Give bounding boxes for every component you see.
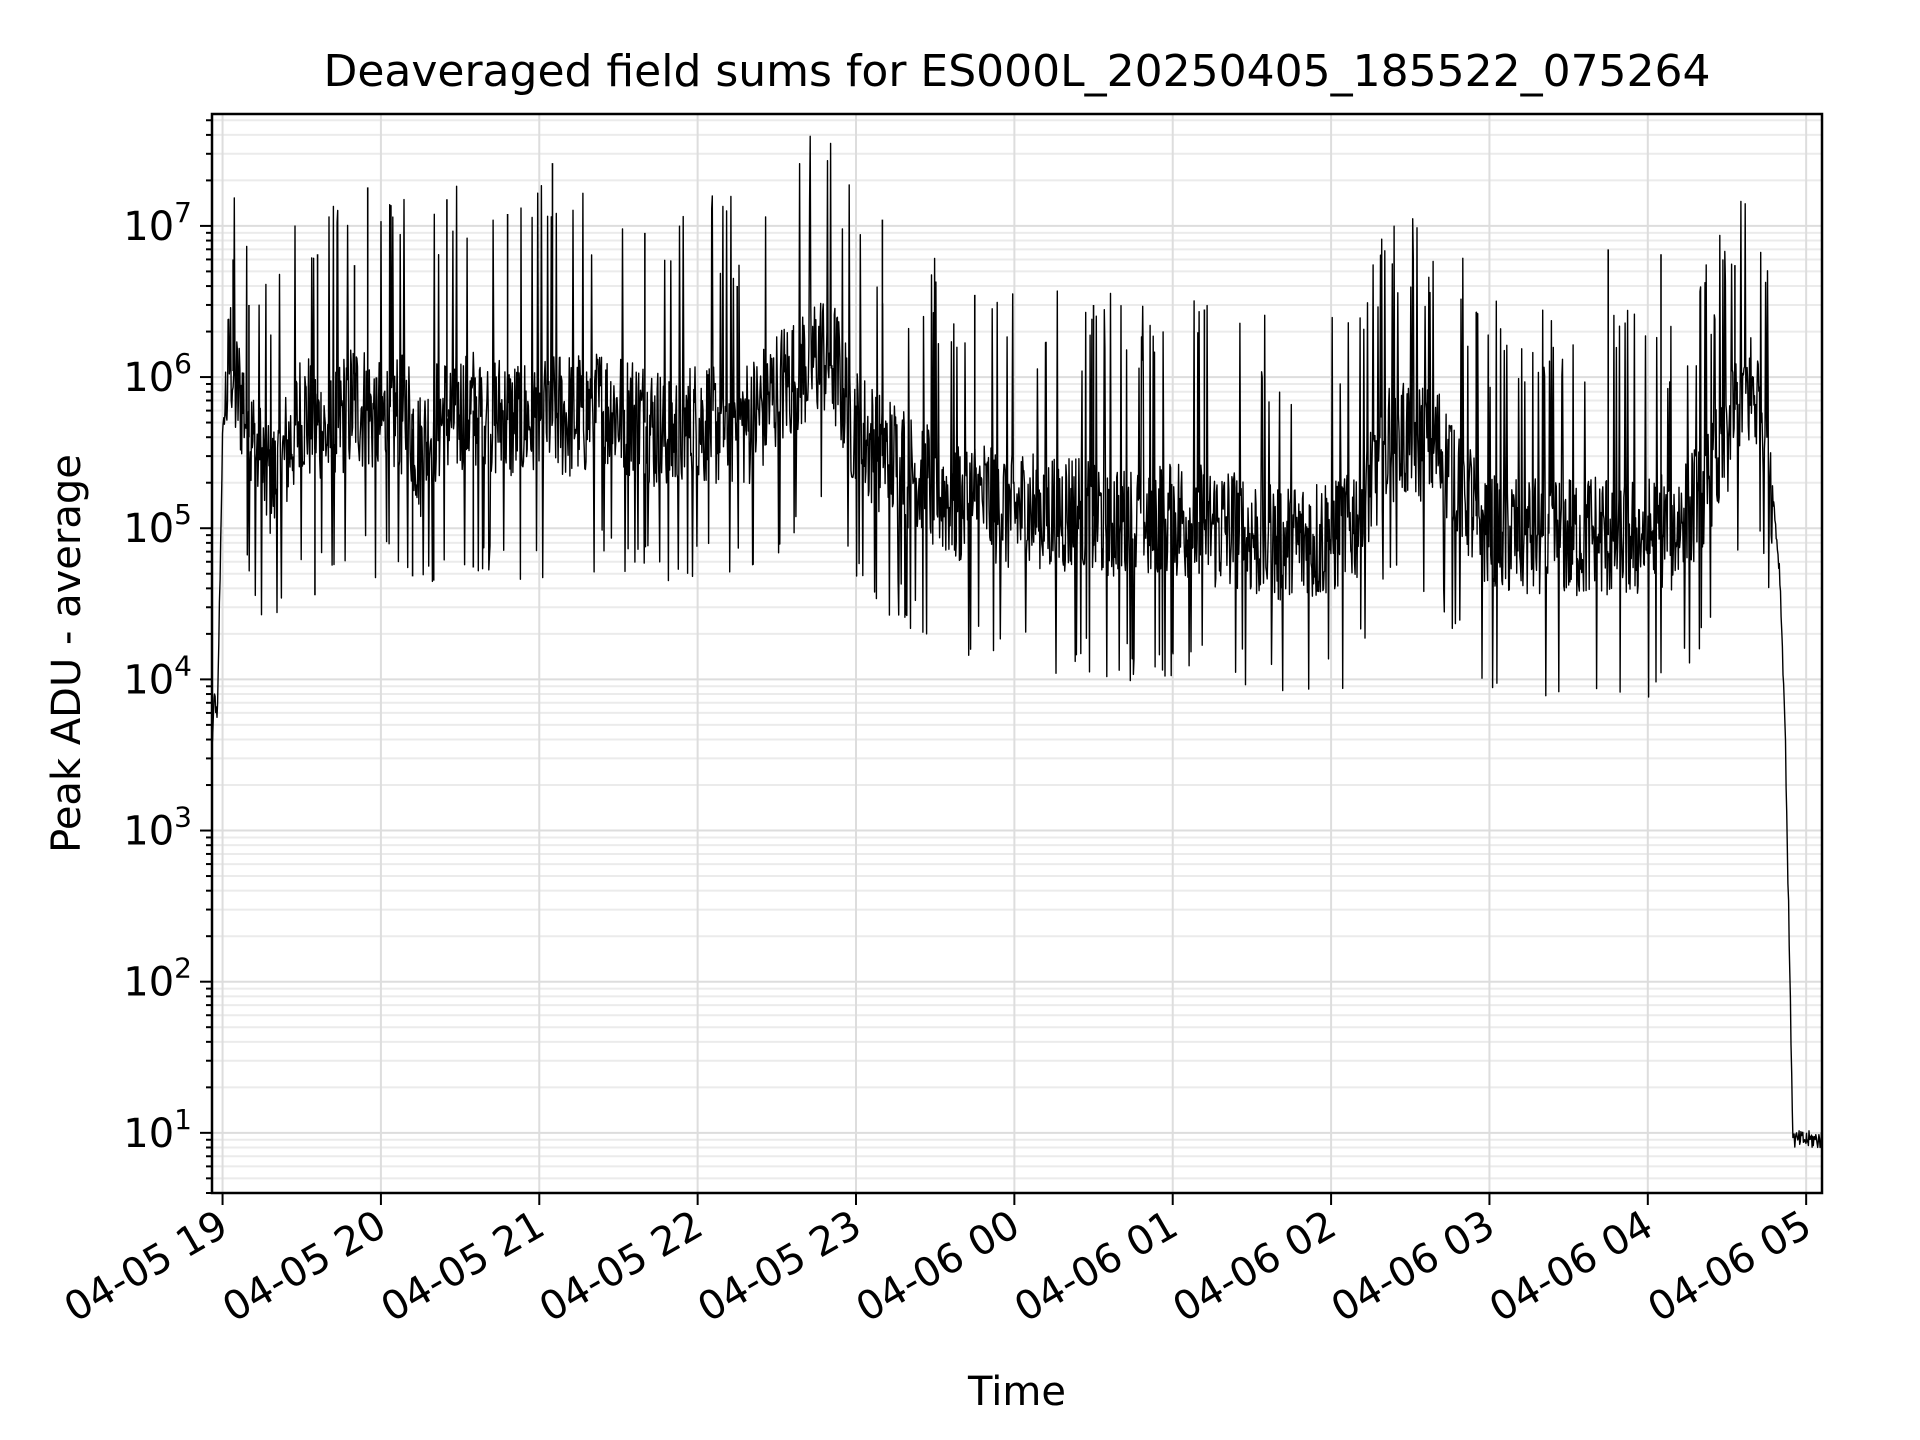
y-tick-label: 107 bbox=[123, 196, 192, 250]
y-tick-label: 104 bbox=[123, 649, 192, 703]
chart-title: Deaveraged field sums for ES000L_2025040… bbox=[323, 46, 1710, 97]
y-tick-label: 103 bbox=[123, 801, 192, 855]
y-tick-label: 101 bbox=[123, 1103, 192, 1157]
series-layer bbox=[211, 135, 1823, 1149]
x-axis-label: Time bbox=[967, 1369, 1066, 1415]
plot-frame bbox=[210, 112, 1824, 1195]
y-tick-label: 106 bbox=[123, 347, 192, 401]
y-tick-label: 102 bbox=[123, 952, 192, 1006]
y-axis-ticks: 101 102 103 104 105 106 107 bbox=[123, 119, 212, 1194]
y-axis-label: Peak ADU - average bbox=[44, 454, 90, 853]
y-tick-label: 105 bbox=[123, 498, 192, 552]
series-line bbox=[211, 135, 1823, 1149]
